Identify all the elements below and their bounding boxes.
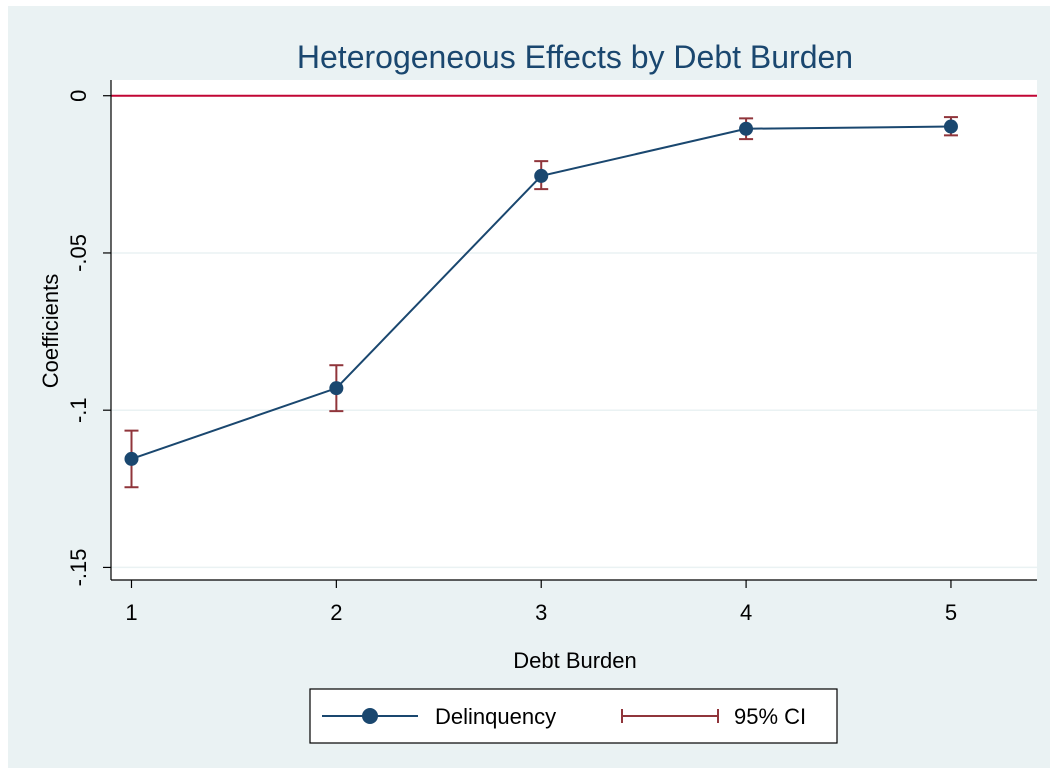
legend-series-marker bbox=[362, 708, 378, 724]
y-tick-label-3: -.15 bbox=[66, 548, 91, 586]
x-axis-label: Debt Burden bbox=[513, 648, 637, 673]
x-tick-label-1: 2 bbox=[330, 600, 342, 625]
y-tick-label-2: -.1 bbox=[66, 397, 91, 423]
legend-label-95-ci: 95% CI bbox=[734, 704, 806, 729]
y-axis-label: Coefficients bbox=[38, 274, 63, 389]
x-tick-label-4: 5 bbox=[945, 600, 957, 625]
data-point-4 bbox=[943, 119, 958, 134]
axes: 0 -.05 -.1 -.15 1 2 3 4 5 bbox=[66, 80, 1037, 625]
data-point-3 bbox=[739, 121, 754, 136]
x-tick-label-2: 3 bbox=[535, 600, 547, 625]
y-tick-label-0: 0 bbox=[66, 90, 91, 102]
legend-label-delinquency: Delinquency bbox=[435, 704, 556, 729]
x-tick-label-0: 1 bbox=[125, 600, 137, 625]
data-point-1 bbox=[329, 381, 344, 396]
plot-area bbox=[111, 80, 1037, 580]
y-tick-label-1: -.05 bbox=[66, 234, 91, 272]
x-tick-label-3: 4 bbox=[740, 600, 752, 625]
data-point-0 bbox=[124, 451, 139, 466]
data-points bbox=[124, 119, 958, 466]
gridlines bbox=[111, 252, 1037, 569]
chart-title: Heterogeneous Effects by Debt Burden bbox=[297, 39, 853, 75]
data-point-2 bbox=[534, 168, 549, 183]
legend: Delinquency 95% CI bbox=[309, 688, 838, 744]
